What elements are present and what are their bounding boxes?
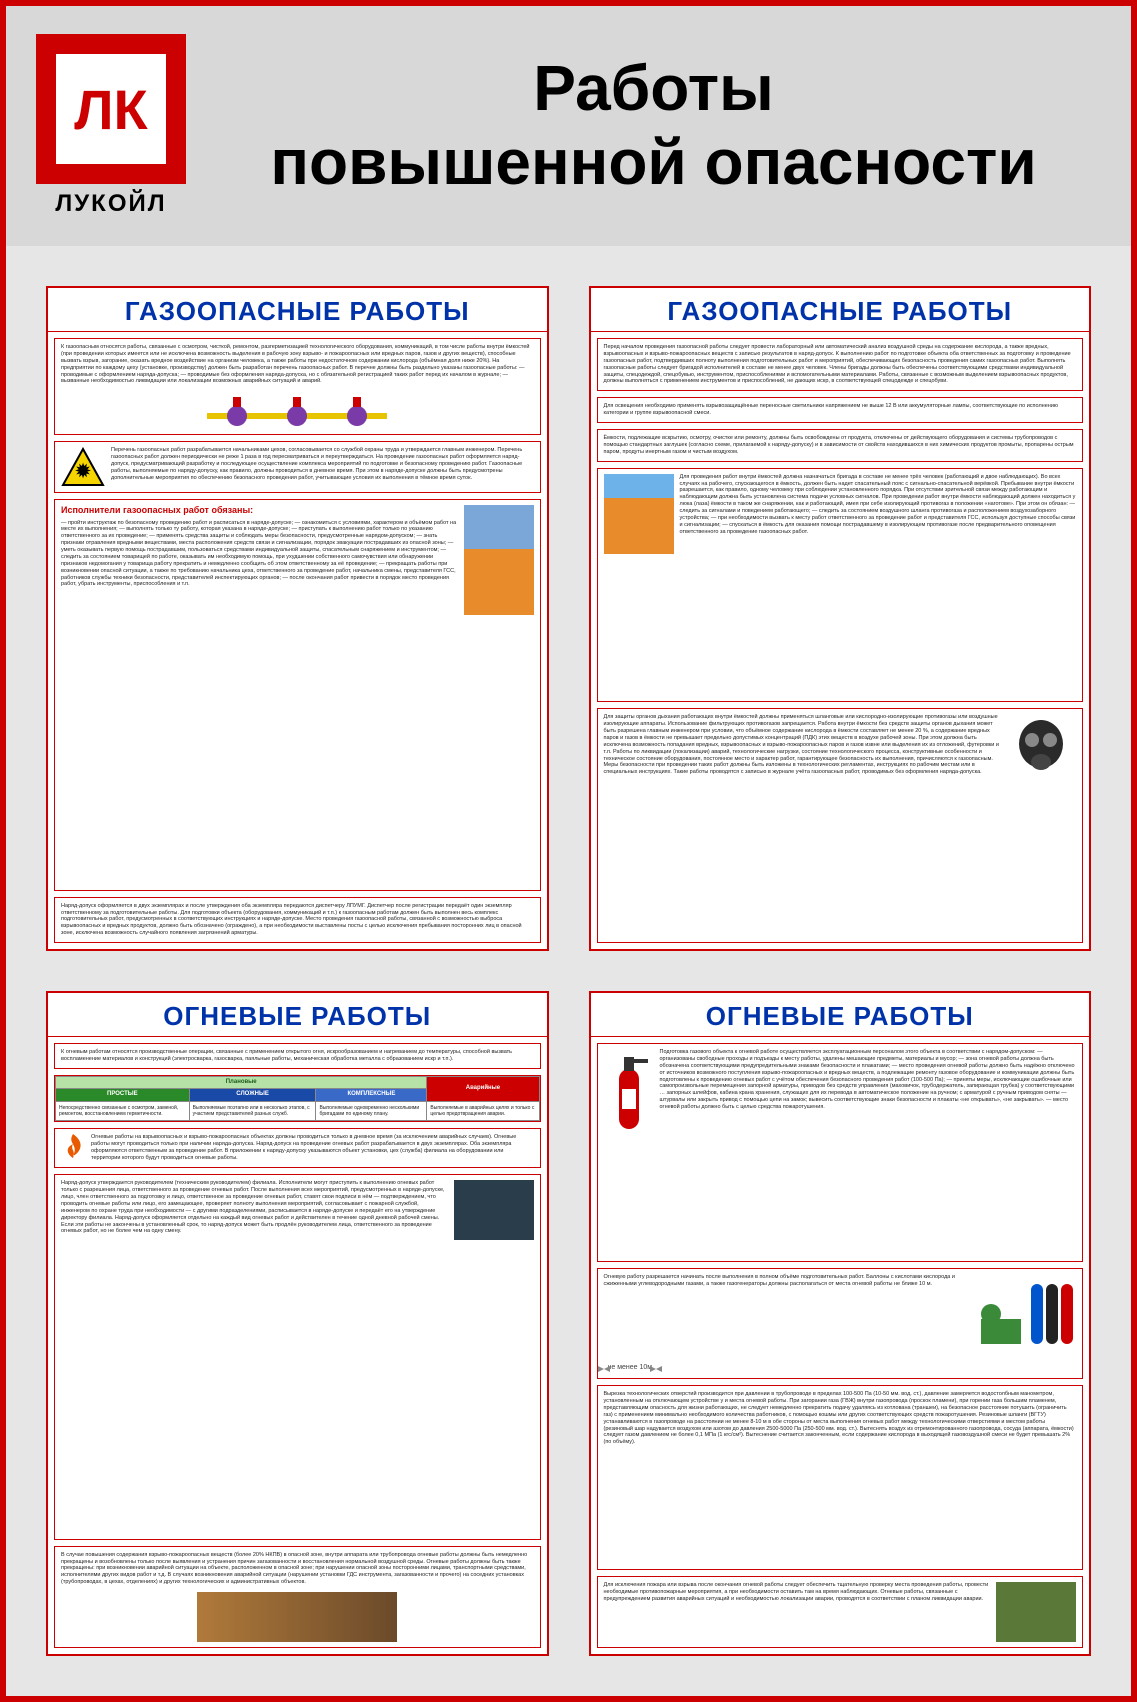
th-complex: СЛОЖНЫЕ	[189, 1089, 316, 1102]
panel-body: К газоопасным относятся работы, связанны…	[48, 332, 547, 949]
block-aftercheck: Для исключения пожара или взрыва после о…	[597, 1576, 1084, 1648]
rig-site-icon	[996, 1582, 1076, 1642]
panel-gas-1: ГАЗООПАСНЫЕ РАБОТЫ К газоопасным относят…	[46, 286, 549, 951]
block-text: Перечень газоопасных работ разрабатывает…	[111, 447, 534, 481]
block-respirator: Для защиты органов дыхания работающих вн…	[597, 708, 1084, 943]
th-komplex: КОМПЛЕКСНЫЕ	[316, 1089, 427, 1102]
title-line-2: повышенной опасности	[270, 126, 1036, 198]
gas-mask-icon	[1006, 714, 1076, 784]
panel-body: Подготовка газового объекта к огневой ра…	[591, 1037, 1090, 1654]
block-heading: Исполнители газоопасных работ обязаны:	[61, 505, 458, 516]
block-valves: К газоопасным относятся работы, связанны…	[54, 338, 541, 435]
gas-cylinders-icon	[976, 1274, 1076, 1354]
panel-gas-2: ГАЗООПАСНЫЕ РАБОТЫ Перед началом проведе…	[589, 286, 1092, 951]
worker-orange-icon	[464, 505, 534, 615]
safety-poster: ЛК ЛУКОЙЛ Работы повышенной опасности ГА…	[0, 0, 1137, 1702]
th-plan: Плановые	[56, 1076, 427, 1089]
main-title: Работы повышенной опасности	[206, 52, 1101, 199]
worker-blue-icon	[604, 474, 674, 554]
block-permit-fire: Наряд-допуск утверждается руководителем …	[54, 1174, 541, 1539]
block-text: Для проведения работ внутри ёмкостей дол…	[680, 474, 1077, 536]
block-inside-vessel: Для проведения работ внутри ёмкостей дол…	[597, 468, 1084, 703]
block-text: Огневую работу разрешается начинать посл…	[604, 1274, 971, 1288]
valves-icon	[207, 391, 387, 429]
panels-grid: ГАЗООПАСНЫЕ РАБОТЫ К газоопасным относят…	[6, 246, 1131, 1696]
flame-icon	[61, 1134, 85, 1162]
block-text: Для освещения необходимо применять взрыв…	[604, 403, 1077, 417]
block-text: В случае повышения содержания взрыво-пож…	[61, 1552, 534, 1586]
block-text: Вырезка технологических отверстий произв…	[604, 1391, 1077, 1446]
block-warning: ✹ Перечень газоопасных работ разрабатыва…	[54, 441, 541, 493]
poster-header: ЛК ЛУКОЙЛ Работы повышенной опасности	[6, 6, 1131, 246]
block-text: Ёмкости, подлежащие вскрытию, осмотру, о…	[604, 435, 1077, 456]
block-text: К огневым работам относятся производстве…	[61, 1049, 534, 1063]
panel-title: ОГНЕВЫЕ РАБОТЫ	[591, 993, 1090, 1037]
dim-label: не менее 10м	[608, 1364, 653, 1373]
extinguisher-icon	[604, 1049, 654, 1139]
panel-fire-1: ОГНЕВЫЕ РАБОТЫ К огневым работам относят…	[46, 991, 549, 1656]
block-cylinders: Огневую работу разрешается начинать посл…	[597, 1268, 1084, 1379]
block-vessels: Ёмкости, подлежащие вскрытию, осмотру, о…	[597, 429, 1084, 462]
block-pressure: Вырезка технологических отверстий произв…	[597, 1385, 1084, 1570]
warning-triangle-icon: ✹	[61, 447, 105, 487]
block-analysis: Перед началом проведения газоопасной раб…	[597, 338, 1084, 391]
block-text: Наряд-допуск утверждается руководителем …	[61, 1180, 448, 1235]
panel-body: К огневым работам относятся производстве…	[48, 1037, 547, 1654]
welding-icon	[454, 1180, 534, 1240]
logo: ЛК ЛУКОЙЛ	[36, 34, 186, 218]
pipeline-icon	[197, 1592, 397, 1642]
title-line-1: Работы	[533, 52, 773, 124]
block-text: Огневые работы на взрывоопасных и взрыво…	[91, 1134, 534, 1162]
td-komplex: Выполняемые одновременно несколькими бри…	[316, 1101, 427, 1121]
logo-text: ЛУКОЙЛ	[55, 190, 166, 218]
block-text: Для защиты органов дыхания работающих вн…	[604, 714, 1001, 776]
td-complex: Выполняемые поэтапно или в несколько эта…	[189, 1101, 316, 1121]
work-types-table: Плановые Аварийные ПРОСТЫЕ СЛОЖНЫЕ КОМПЛ…	[55, 1076, 540, 1122]
block-text: Наряд-допуск оформляется в двух экземпля…	[61, 903, 534, 937]
dimension-line: не менее 10м	[604, 1364, 657, 1373]
td-emerg: Выполняемые в аварийных целях и только с…	[427, 1101, 539, 1121]
title-wrap: Работы повышенной опасности	[186, 52, 1101, 199]
panel-body: Перед началом проведения газоопасной раб…	[591, 332, 1090, 949]
block-text: — пройти инструктаж по безопасному прове…	[61, 520, 458, 589]
block-text: К газоопасным относятся работы, связанны…	[61, 344, 534, 385]
th-emerg: Аварийные	[427, 1076, 539, 1101]
logo-letters: ЛК	[56, 54, 166, 164]
block-obligations: Исполнители газоопасных работ обязаны: —…	[54, 499, 541, 890]
th-simple: ПРОСТЫЕ	[56, 1089, 190, 1102]
block-text: Подготовка газового объекта к огневой ра…	[660, 1049, 1077, 1111]
svg-text:✹: ✹	[74, 461, 91, 481]
block-table: Плановые Аварийные ПРОСТЫЕ СЛОЖНЫЕ КОМПЛ…	[54, 1075, 541, 1123]
block-text: Для исключения пожара или взрыва после о…	[604, 1582, 991, 1603]
block-preparation: Подготовка газового объекта к огневой ра…	[597, 1043, 1084, 1262]
block-text: Перед началом проведения газоопасной раб…	[604, 344, 1077, 385]
block-definition: К огневым работам относятся производстве…	[54, 1043, 541, 1069]
panel-title: ГАЗООПАСНЫЕ РАБОТЫ	[48, 288, 547, 332]
panel-title: ГАЗООПАСНЫЕ РАБОТЫ	[591, 288, 1090, 332]
panel-fire-2: ОГНЕВЫЕ РАБОТЫ Подготовка газового объек…	[589, 991, 1092, 1656]
panel-title: ОГНЕВЫЕ РАБОТЫ	[48, 993, 547, 1037]
block-daytime: Огневые работы на взрывоопасных и взрыво…	[54, 1128, 541, 1168]
block-permit: Наряд-допуск оформляется в двух экземпля…	[54, 897, 541, 943]
td-simple: Непосредственно связанные с осмотром, за…	[56, 1101, 190, 1121]
block-lighting: Для освещения необходимо применять взрыв…	[597, 397, 1084, 423]
block-text-wrap: Исполнители газоопасных работ обязаны: —…	[61, 505, 458, 588]
logo-box: ЛК	[36, 34, 186, 184]
block-stop-conditions: В случае повышения содержания взрыво-пож…	[54, 1546, 541, 1648]
